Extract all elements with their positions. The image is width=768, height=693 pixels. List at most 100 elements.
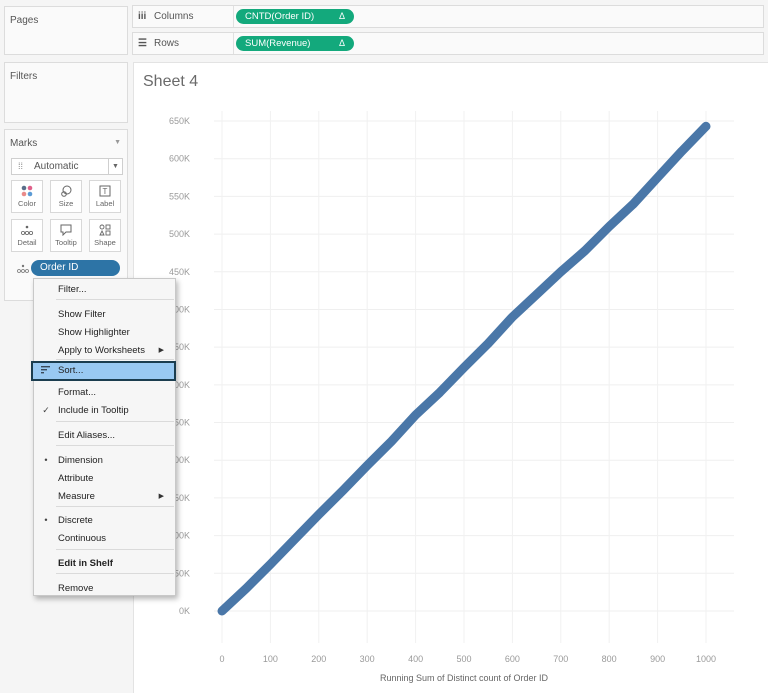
pill-label: CNTD(Order ID) bbox=[245, 11, 315, 22]
menu-item-label: Edit in Shelf bbox=[58, 558, 113, 569]
submenu-arrow-icon: ▶ bbox=[158, 493, 164, 500]
color-button[interactable]: Color bbox=[11, 180, 43, 213]
table-calc-delta-icon: Δ bbox=[338, 11, 345, 21]
label-label: Label bbox=[95, 199, 115, 208]
size-label: Size bbox=[58, 199, 74, 208]
menu-item-label: Continuous bbox=[58, 533, 107, 544]
sort-icon bbox=[39, 365, 51, 376]
y-tick-label: 650K bbox=[169, 116, 190, 126]
marks-card: Marks ▼ ⁞⁞ Automatic ▼ Color Size T Labe… bbox=[4, 129, 128, 301]
y-tick-label: 350K bbox=[169, 342, 190, 352]
color-label: Color bbox=[18, 199, 36, 208]
revenue-line[interactable] bbox=[217, 121, 711, 616]
marks-menu-chevron-icon[interactable]: ▼ bbox=[114, 139, 121, 146]
y-tick-label: 50K bbox=[174, 568, 190, 578]
table-calc-delta-icon: Δ bbox=[338, 38, 345, 48]
y-tick-label: 450K bbox=[169, 267, 190, 277]
shape-label: Shape bbox=[94, 238, 116, 247]
x-tick-label: 200 bbox=[311, 654, 326, 664]
columns-icon: iii bbox=[138, 11, 147, 22]
menu-item-edit-aliases[interactable]: Edit Aliases... bbox=[34, 427, 175, 445]
y-tick-label: 0K bbox=[179, 606, 190, 616]
y-tick-label: 400K bbox=[169, 304, 190, 314]
y-tick-label: 200K bbox=[169, 455, 190, 465]
menu-separator bbox=[56, 445, 174, 446]
menu-item-edit-in-shelf[interactable]: Edit in Shelf bbox=[34, 555, 175, 573]
x-tick-label: 900 bbox=[650, 654, 665, 664]
worksheet-view[interactable]: 0K 50K 100K 150K 200K 250K 300K 350K 400K 450K 500… bbox=[133, 62, 768, 693]
y-tick-label: 150K bbox=[169, 493, 190, 503]
y-tick-label: 100K bbox=[169, 531, 190, 541]
menu-item-label: Include in Tooltip bbox=[58, 405, 129, 416]
menu-item-continuous[interactable]: Continuous bbox=[34, 530, 175, 548]
menu-separator bbox=[56, 506, 174, 507]
x-tick-label: 600 bbox=[505, 654, 520, 664]
detail-button[interactable]: Detail bbox=[11, 219, 43, 252]
pages-card[interactable]: Pages bbox=[4, 6, 128, 55]
menu-item-apply-to-worksheets[interactable]: Apply to Worksheets ▶ bbox=[34, 342, 175, 360]
color-dots-icon bbox=[12, 181, 42, 199]
columns-label: Columns bbox=[154, 11, 194, 22]
columns-shelf[interactable]: iii Columns CNTD(Order ID) Δ bbox=[132, 5, 764, 28]
x-tick-label: 1000 bbox=[696, 654, 716, 664]
x-tick-label: 300 bbox=[360, 654, 375, 664]
sheet-title: Sheet 4 bbox=[143, 73, 199, 90]
checkmark-icon: ✓ bbox=[42, 405, 50, 415]
menu-item-label: Measure bbox=[58, 491, 95, 502]
menu-item-label: Show Filter bbox=[58, 309, 106, 320]
menu-item-label: Format... bbox=[58, 387, 97, 398]
mark-type-dropdown[interactable]: ⁞⁞ Automatic ▼ bbox=[11, 158, 123, 175]
submenu-arrow-icon: ▶ bbox=[158, 347, 164, 354]
x-tick-label: 0 bbox=[219, 654, 224, 664]
menu-item-measure[interactable]: Measure ▶ bbox=[34, 488, 175, 506]
size-icon bbox=[51, 181, 81, 199]
menu-item-discrete[interactable]: • Discrete bbox=[34, 512, 175, 530]
tooltip-button[interactable]: Tooltip bbox=[50, 219, 82, 252]
menu-item-format[interactable]: Format... bbox=[34, 384, 175, 402]
marks-title: Marks bbox=[10, 138, 38, 149]
y-tick-label: 250K bbox=[169, 418, 190, 428]
detail-label: Detail bbox=[17, 238, 37, 247]
menu-item-filter[interactable]: Filter... bbox=[34, 281, 175, 299]
menu-item-label: Sort... bbox=[58, 365, 84, 376]
menu-item-include-in-tooltip[interactable]: ✓ Include in Tooltip bbox=[34, 402, 175, 420]
label-icon: T bbox=[90, 181, 120, 199]
shape-icon bbox=[90, 220, 120, 238]
chevron-down-icon[interactable]: ▼ bbox=[108, 159, 122, 174]
sum-revenue-pill[interactable]: SUM(Revenue) Δ bbox=[236, 36, 354, 51]
menu-item-label: Discrete bbox=[58, 515, 93, 526]
svg-text:T: T bbox=[103, 187, 108, 196]
shape-button[interactable]: Shape bbox=[89, 219, 121, 252]
menu-item-label: Dimension bbox=[58, 455, 103, 466]
menu-item-show-highlighter[interactable]: Show Highlighter bbox=[34, 324, 175, 342]
order-id-detail-pill[interactable]: Order ID bbox=[31, 260, 120, 276]
menu-item-sort[interactable]: Sort... bbox=[31, 361, 176, 381]
pages-title: Pages bbox=[10, 15, 39, 26]
x-tick-label: 800 bbox=[602, 654, 617, 664]
automatic-mark-icon: ⁞⁞ bbox=[18, 161, 24, 171]
menu-item-dimension[interactable]: • Dimension bbox=[34, 452, 175, 470]
menu-item-attribute[interactable]: Attribute bbox=[34, 470, 175, 488]
menu-item-label: Filter... bbox=[58, 284, 87, 295]
x-tick-label: 400 bbox=[408, 654, 423, 664]
rows-shelf[interactable]: ☰ Rows SUM(Revenue) Δ bbox=[132, 32, 764, 55]
menu-item-remove[interactable]: Remove bbox=[34, 580, 175, 598]
menu-separator bbox=[56, 573, 174, 574]
menu-separator bbox=[56, 421, 174, 422]
detail-field-icon bbox=[17, 264, 29, 276]
cntd-order-id-pill[interactable]: CNTD(Order ID) Δ bbox=[236, 9, 354, 24]
line-chart[interactable]: 0K 50K 100K 150K 200K 250K 300K 350K 400K 450K 500… bbox=[134, 63, 768, 693]
y-tick-label: 600K bbox=[169, 154, 190, 164]
label-button[interactable]: T Label bbox=[89, 180, 121, 213]
bullet-icon: • bbox=[44, 455, 48, 465]
filters-card[interactable]: Filters bbox=[4, 62, 128, 123]
y-tick-label: 300K bbox=[169, 380, 190, 390]
tooltip-label: Tooltip bbox=[55, 238, 77, 247]
menu-separator bbox=[56, 549, 174, 550]
y-tick-label: 550K bbox=[169, 191, 190, 201]
menu-item-show-filter[interactable]: Show Filter bbox=[34, 306, 175, 324]
menu-item-label: Show Highlighter bbox=[58, 327, 130, 338]
menu-item-label: Remove bbox=[58, 583, 94, 594]
size-button[interactable]: Size bbox=[50, 180, 82, 213]
